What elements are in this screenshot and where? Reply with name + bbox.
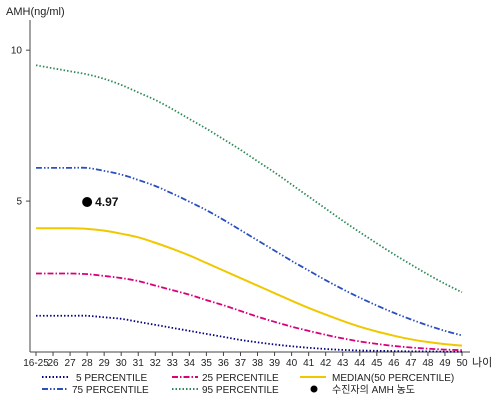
x-tick-label: 43 [337, 358, 349, 369]
x-tick-label: 44 [354, 358, 366, 369]
x-tick-label: 30 [116, 358, 128, 369]
x-tick-label: 42 [320, 358, 332, 369]
patient-value-label: 4.97 [95, 195, 119, 209]
legend-item-median: MEDIAN(50 PERCENTILE) [300, 373, 454, 384]
legend-item-75-percentile: 75 PERCENTILE [42, 385, 149, 396]
x-tick-label: 29 [99, 358, 111, 369]
legend-label-median: MEDIAN(50 PERCENTILE) [332, 373, 454, 384]
legend-item-25-percentile: 25 PERCENTILE [172, 373, 279, 384]
legend-swatch-patient [310, 385, 318, 393]
legend-item-5-percentile: 5 PERCENTILE [42, 373, 147, 384]
legend-label-5-percentile: 5 PERCENTILE [76, 373, 147, 384]
y-ticks: 5 10 [11, 46, 30, 208]
series-line-median-50-percentile [36, 227, 463, 347]
x-tick-label: 35 [201, 358, 213, 369]
x-tick-label: 45 [371, 358, 383, 369]
x-tick-label: 39 [269, 358, 281, 369]
series-line-95-percentile [35, 64, 463, 294]
legend-item-95-percentile: 95 PERCENTILE [172, 385, 279, 396]
x-tick-label: 34 [184, 358, 196, 369]
x-tick-label: 47 [405, 358, 417, 369]
x-tick-label: 31 [133, 358, 145, 369]
x-tick-label: 46 [388, 358, 400, 369]
x-tick-label: 26 [47, 358, 59, 369]
series-line-25-percentile [36, 272, 463, 352]
x-tick-label: 48 [422, 358, 434, 369]
x-tick-label: 16-25 [23, 358, 49, 369]
patient-marker: 4.97 [82, 195, 119, 209]
x-tick-label: 40 [286, 358, 298, 369]
y-axis-label: AMH(ng/ml) [6, 6, 65, 18]
x-axis-label: 나이 [472, 356, 492, 369]
patient-dot [82, 196, 93, 207]
series-line-75-percentile [36, 166, 463, 337]
x-tick-label: 38 [252, 358, 264, 369]
x-tick-label: 41 [303, 358, 315, 369]
x-tick-label: 36 [218, 358, 230, 369]
legend-label-25-percentile: 25 PERCENTILE [202, 373, 279, 384]
legend: 5 PERCENTILE 75 PERCENTILE 25 PERCENTILE… [42, 373, 454, 396]
legend-label-95-percentile: 95 PERCENTILE [202, 385, 279, 396]
legend-label-patient: 수진자의 AMH 농도 [332, 384, 415, 396]
legend-item-patient: 수진자의 AMH 농도 [310, 384, 415, 396]
x-tick-label: 27 [65, 358, 77, 369]
y-tick-label: 5 [16, 197, 22, 208]
x-tick-label: 50 [456, 358, 468, 369]
x-tick-label: 49 [439, 358, 451, 369]
x-tick-label: 32 [150, 358, 162, 369]
x-tick-label: 37 [235, 358, 247, 369]
legend-label-75-percentile: 75 PERCENTILE [72, 385, 149, 396]
series-lines [35, 64, 463, 353]
x-tick-label: 33 [167, 358, 179, 369]
x-tick-label: 28 [82, 358, 94, 369]
y-tick-label: 10 [11, 46, 23, 57]
